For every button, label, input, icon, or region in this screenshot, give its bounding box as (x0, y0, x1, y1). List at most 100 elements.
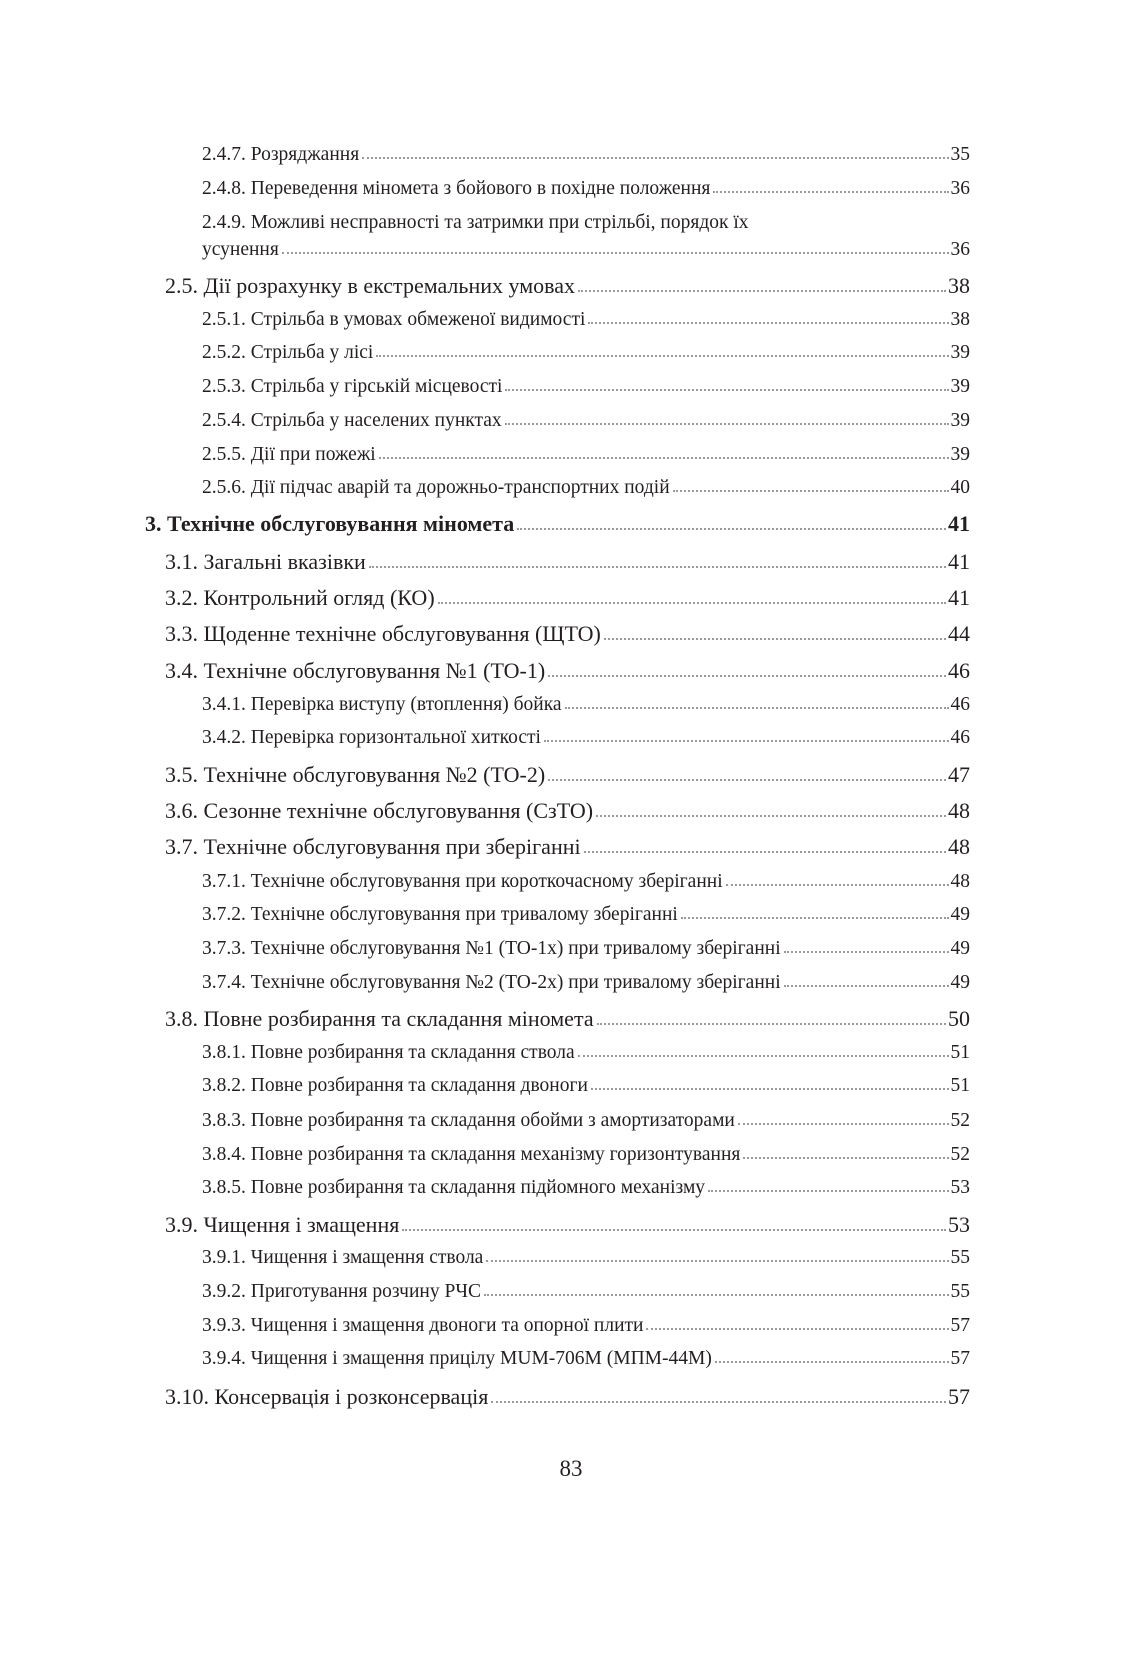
toc-entry-title: 2.4.8. Переведення міномета з бойового в… (202, 178, 711, 199)
toc-entry-title: 2.5.3. Стрільба у гірській місцевості (202, 376, 503, 397)
toc-entry-page: 40 (950, 477, 971, 498)
toc-entry-page: 48 (950, 871, 971, 892)
dot-leader (590, 1088, 949, 1090)
toc-entry[interactable]: 3.10. Консервація і розконсервація 57 (165, 1384, 970, 1410)
toc-entry-page: 46 (950, 694, 971, 715)
dot-leader (281, 252, 949, 254)
toc-entry[interactable]: 3.8.2. Повне розбирання та складання дво… (202, 1075, 970, 1097)
toc-entry[interactable]: 2.5.6. Дії підчас аварій та дорожньо-тра… (202, 477, 970, 499)
toc-entry-title: 2.5.4. Стрільба у населених пунктах (202, 410, 502, 431)
toc-entry-title: 3.7.1. Технічне обслуговування при корот… (202, 871, 723, 892)
toc-entry-page: 51 (950, 1042, 971, 1063)
toc-entry-page: 39 (950, 444, 971, 465)
toc-entry[interactable]: 2.4.8. Переведення міномета з бойового в… (202, 178, 970, 200)
toc-entry[interactable]: 3.9.3. Чищення і змащення двоноги та опо… (202, 1315, 970, 1337)
toc-entry[interactable]: 3.7.4. Технічне обслуговування №2 (ТО-2х… (202, 972, 970, 994)
dot-leader (577, 1055, 949, 1057)
dot-leader (402, 1229, 946, 1231)
toc-entry[interactable]: 2.4.7. Розряджання 35 (202, 144, 970, 166)
toc-entry-page: 49 (950, 938, 971, 959)
toc-entry-page: 57 (950, 1315, 971, 1336)
toc-entry[interactable]: 3.8.3. Повне розбирання та складання обо… (202, 1110, 970, 1132)
toc-entry-page: 46 (950, 727, 971, 748)
toc-entry[interactable]: 3.7.3. Технічне обслуговування №1 (ТО-1х… (202, 938, 970, 960)
toc-entry-title: 3.9.2. Приготування розчину РЧС (202, 1281, 481, 1302)
toc-entry[interactable]: усунення 36 (202, 239, 970, 261)
toc-entry-page: 52 (950, 1144, 971, 1165)
toc-entry-title: 3.8.2. Повне розбирання та складання дво… (202, 1075, 588, 1096)
toc-entry[interactable]: 3.7.1. Технічне обслуговування при корот… (202, 871, 970, 893)
toc-entry[interactable]: 3.9.1. Чищення і змащення ствола 55 (202, 1247, 970, 1269)
toc-entry[interactable]: 3.4.1. Перевірка виступу (втоплення) бой… (202, 694, 970, 716)
toc-entry-page: 48 (948, 798, 970, 823)
toc-entry[interactable]: 2.5.4. Стрільба у населених пунктах 39 (202, 410, 970, 432)
toc-entry-title: 3.7.4. Технічне обслуговування №2 (ТО-2х… (202, 972, 781, 993)
dot-leader (484, 1294, 949, 1296)
dot-leader (783, 951, 949, 953)
toc-entry[interactable]: 2.5.2. Стрільба у лісі 39 (202, 342, 970, 364)
toc-entry[interactable]: 3.8.4. Повне розбирання та складання мех… (202, 1144, 970, 1166)
toc-entry[interactable]: 3.2. Контрольний огляд (КО) 41 (165, 585, 970, 611)
toc-entry[interactable]: 3.8.1. Повне розбирання та складання ств… (202, 1042, 970, 1064)
dot-leader (362, 157, 949, 159)
toc-entry-title: 3.2. Контрольний огляд (КО) (165, 585, 435, 610)
toc-entry-title: 3.7.3. Технічне обслуговування №1 (ТО-1х… (202, 938, 781, 959)
toc-entry[interactable]: 3.4.2. Перевірка горизонтальної хиткості… (202, 727, 970, 749)
toc-entry-page: 41 (948, 511, 970, 536)
dot-leader (714, 1361, 949, 1363)
toc-entry-title: 3.8.1. Повне розбирання та складання ств… (202, 1042, 575, 1063)
toc-entry-title: 3.1. Загальні вказівки (165, 549, 366, 574)
toc-entry[interactable]: 3.1. Загальні вказівки 41 (165, 549, 970, 575)
toc-entry-title: 2.5. Дії розрахунку в екстремальних умов… (165, 273, 575, 298)
toc-entry-title: 3.8. Повне розбирання та складання міном… (165, 1006, 594, 1031)
toc-entry[interactable]: 3.7. Технічне обслуговування при зберіга… (165, 834, 970, 860)
toc-entry-page: 53 (950, 1177, 971, 1198)
toc-entry[interactable]: 3.6. Сезонне технічне обслуговування (Сз… (165, 798, 970, 824)
toc-entry-page: 48 (948, 834, 970, 859)
dot-leader (548, 779, 946, 781)
toc-entry-title: 2.5.5. Дії при пожежі (202, 444, 376, 465)
page-number: 83 (559, 1456, 583, 1481)
toc-entry-page: 51 (950, 1075, 971, 1096)
toc-entry-page: 38 (950, 309, 971, 330)
dot-leader (491, 1401, 946, 1403)
dot-leader (505, 389, 949, 391)
dot-leader (368, 566, 946, 568)
toc-entry-page: 39 (950, 376, 971, 397)
dot-leader (578, 290, 946, 292)
toc-entry[interactable]: 2.5. Дії розрахунку в екстремальних умов… (165, 273, 970, 299)
toc-entry-title: 3.8.4. Повне розбирання та складання мех… (202, 1144, 741, 1165)
toc-entry-title: 3.9.3. Чищення і змащення двоноги та опо… (202, 1315, 644, 1336)
toc-entry-title: 2.5.2. Стрільба у лісі (202, 342, 374, 363)
toc-entry[interactable]: 3. Технічне обслуговування міномета 41 (145, 511, 970, 537)
dot-leader (583, 851, 946, 853)
toc-entry-title: 3. Технічне обслуговування міномета (145, 511, 515, 536)
toc-entry[interactable]: 3.3. Щоденне технічне обслуговування (ЩТ… (165, 621, 970, 647)
toc-entry[interactable]: 2.5.5. Дії при пожежі 39 (202, 444, 970, 466)
toc-entry-title: 3.4.1. Перевірка виступу (втоплення) бой… (202, 694, 562, 715)
toc-entry-title-line: 2.4.9. Можливі несправності та затримки … (202, 212, 749, 233)
dot-leader (543, 740, 949, 742)
toc-entry[interactable]: 3.7.2. Технічне обслуговування при трива… (202, 904, 970, 926)
toc-entry[interactable]: 3.8.5. Повне розбирання та складання під… (202, 1177, 970, 1199)
toc-entry-title: 3.5. Технічне обслуговування №2 (ТО-2) (165, 762, 546, 787)
dot-leader (596, 1023, 946, 1025)
toc-entry-title: 3.3. Щоденне технічне обслуговування (ЩТ… (165, 621, 601, 646)
toc-entry[interactable]: 3.9.2. Приготування розчину РЧС 55 (202, 1281, 970, 1303)
toc-entry-title: 3.8.3. Повне розбирання та складання обо… (202, 1110, 735, 1131)
toc-entry[interactable]: 3.8. Повне розбирання та складання міном… (165, 1006, 970, 1032)
toc-entry-page: 46 (948, 658, 970, 683)
toc-entry[interactable]: 3.5. Технічне обслуговування №2 (ТО-2) 47 (165, 762, 970, 788)
toc-entry[interactable]: 2.5.3. Стрільба у гірській місцевості 39 (202, 376, 970, 398)
dot-leader (708, 1190, 949, 1192)
toc-entry[interactable]: 3.9.4. Чищення і змащення прицілу МUМ-70… (202, 1348, 970, 1370)
toc-entry[interactable]: 3.9. Чищення і змащення 53 (165, 1212, 970, 1238)
toc-entry-page: 55 (950, 1281, 971, 1302)
toc-entry[interactable]: 2.5.1. Стрільба в умовах обмеженої видим… (202, 309, 970, 331)
toc-entry-title: 2.5.6. Дії підчас аварій та дорожньо-тра… (202, 477, 670, 498)
toc-entry[interactable]: 3.4. Технічне обслуговування №1 (ТО-1) 46 (165, 658, 970, 684)
dot-leader (680, 917, 949, 919)
dot-leader (672, 490, 949, 492)
toc-entry-page: 49 (950, 972, 971, 993)
